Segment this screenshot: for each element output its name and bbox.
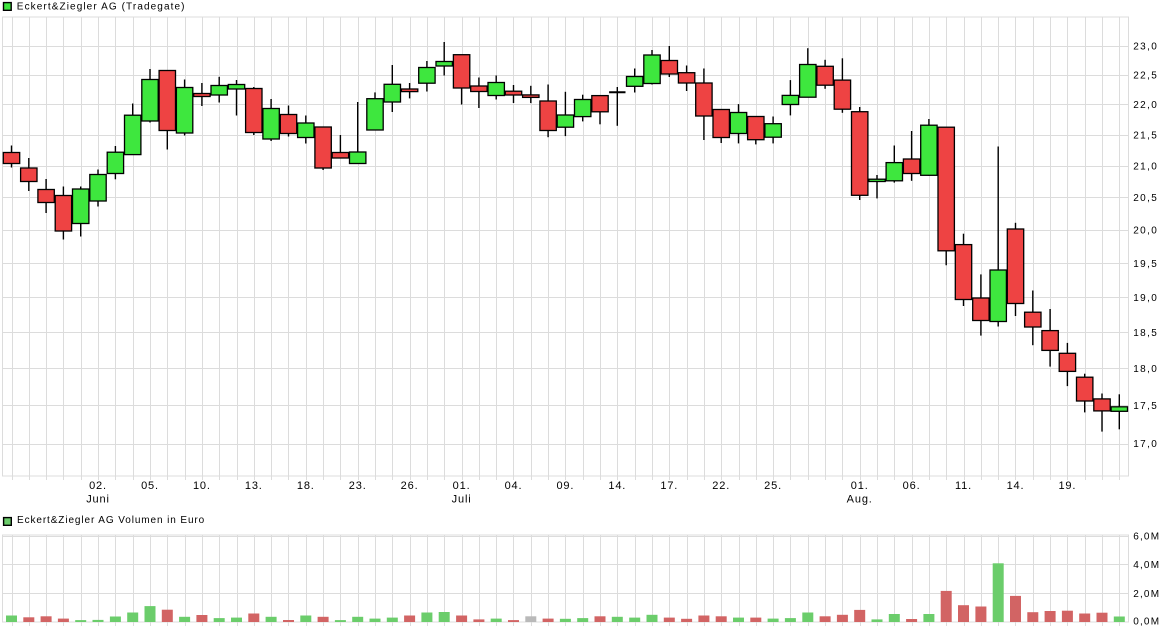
svg-text:19.: 19. [1058,480,1076,492]
svg-text:13.: 13. [245,480,263,492]
svg-text:22,0: 22,0 [1133,100,1158,111]
svg-text:17,0: 17,0 [1133,439,1158,450]
svg-text:09.: 09. [556,480,574,492]
svg-text:17.: 17. [660,480,678,492]
svg-text:19,0: 19,0 [1133,293,1158,304]
svg-text:06.: 06. [903,480,921,492]
svg-text:23,0: 23,0 [1133,42,1158,53]
svg-text:19,5: 19,5 [1133,259,1158,270]
svg-text:2,0M: 2,0M [1133,589,1160,600]
svg-text:04.: 04. [505,480,523,492]
svg-text:11.: 11. [955,480,972,492]
svg-text:Eckert&Ziegler AG Volumen in E: Eckert&Ziegler AG Volumen in Euro [17,515,205,526]
svg-text:22.: 22. [712,480,730,492]
svg-text:26.: 26. [401,480,419,492]
svg-text:21,5: 21,5 [1133,130,1158,141]
svg-text:05.: 05. [141,480,159,492]
svg-text:01.: 01. [453,480,471,492]
svg-text:Eckert&Ziegler AG (Tradegate): Eckert&Ziegler AG (Tradegate) [17,2,186,13]
svg-text:Juni: Juni [86,493,110,505]
svg-text:18,5: 18,5 [1133,328,1158,339]
svg-text:20,5: 20,5 [1133,193,1158,204]
svg-text:Aug.: Aug. [847,493,873,505]
svg-text:14.: 14. [1007,480,1025,492]
svg-text:17,5: 17,5 [1133,401,1158,412]
svg-text:10.: 10. [193,480,211,492]
svg-text:18,0: 18,0 [1133,364,1158,375]
svg-text:0,0M: 0,0M [1133,616,1160,627]
svg-text:02.: 02. [89,480,107,492]
svg-text:01.: 01. [851,480,869,492]
svg-text:23.: 23. [349,480,367,492]
svg-text:20,0: 20,0 [1133,226,1158,237]
svg-text:25.: 25. [764,480,782,492]
svg-text:4,0M: 4,0M [1133,560,1160,571]
svg-text:22,5: 22,5 [1133,71,1158,82]
svg-text:6,0M: 6,0M [1133,532,1160,543]
svg-text:18.: 18. [297,480,315,492]
svg-text:Juli: Juli [452,493,472,505]
svg-text:21,0: 21,0 [1133,161,1158,172]
svg-text:14.: 14. [608,480,626,492]
